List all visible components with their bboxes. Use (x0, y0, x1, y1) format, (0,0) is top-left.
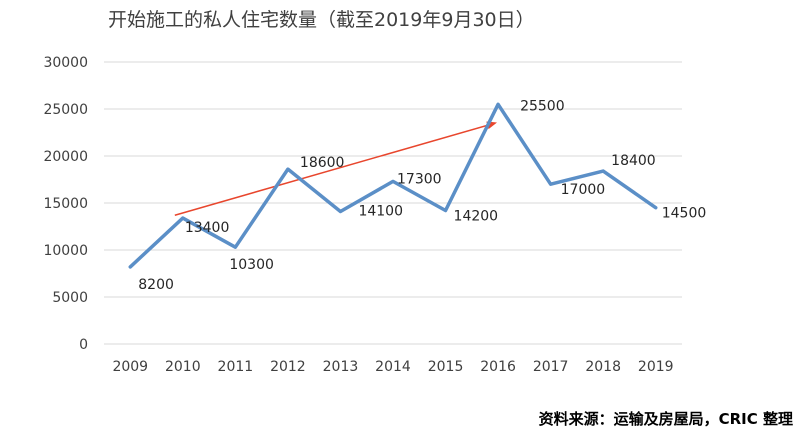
data-label: 10300 (229, 257, 274, 273)
data-label: 18400 (611, 153, 656, 169)
x-tick-label: 2016 (480, 359, 516, 375)
y-axis-ticks: 0 5000 10000 15000 20000 25000 30000 (43, 55, 88, 353)
data-label: 18600 (300, 155, 345, 171)
x-tick-label: 2011 (218, 359, 254, 375)
x-tick-label: 2014 (375, 359, 411, 375)
y-tick-label: 25000 (43, 102, 88, 118)
x-tick-label: 2010 (165, 359, 201, 375)
data-label: 25500 (520, 98, 565, 114)
source-note: 资料来源：运输及房屋局，CRIC 整理 (539, 410, 793, 428)
x-tick-label: 2009 (112, 359, 148, 375)
x-axis-ticks: 2009 2010 2011 2012 2013 2014 2015 2016 2017 2018… (112, 359, 673, 375)
y-tick-label: 5000 (52, 290, 88, 306)
y-tick-label: 15000 (43, 196, 88, 212)
y-tick-label: 10000 (43, 243, 88, 259)
data-label: 14500 (662, 206, 707, 222)
y-tick-label: 30000 (43, 55, 88, 71)
x-tick-label: 2013 (323, 359, 359, 375)
y-tick-label: 20000 (43, 149, 88, 165)
data-label: 8200 (138, 277, 174, 293)
x-tick-label: 2017 (533, 359, 569, 375)
x-tick-label: 2019 (638, 359, 674, 375)
data-label: 14100 (358, 203, 403, 219)
y-tick-label: 0 (79, 337, 88, 353)
data-label: 17300 (397, 171, 442, 187)
series-line (128, 102, 658, 269)
x-tick-label: 2012 (270, 359, 306, 375)
data-label: 13400 (185, 220, 230, 236)
data-label: 14200 (454, 209, 499, 225)
gridlines (104, 61, 682, 345)
trend-arrow (174, 121, 498, 216)
x-tick-label: 2015 (428, 359, 464, 375)
data-label: 17000 (561, 182, 606, 198)
x-tick-label: 2018 (585, 359, 621, 375)
data-labels: 8200 13400 10300 18600 14100 17300 14200 25500 1… (138, 98, 706, 293)
chart-title: 开始施工的私人住宅数量（截至2019年9月30日） (108, 9, 535, 31)
